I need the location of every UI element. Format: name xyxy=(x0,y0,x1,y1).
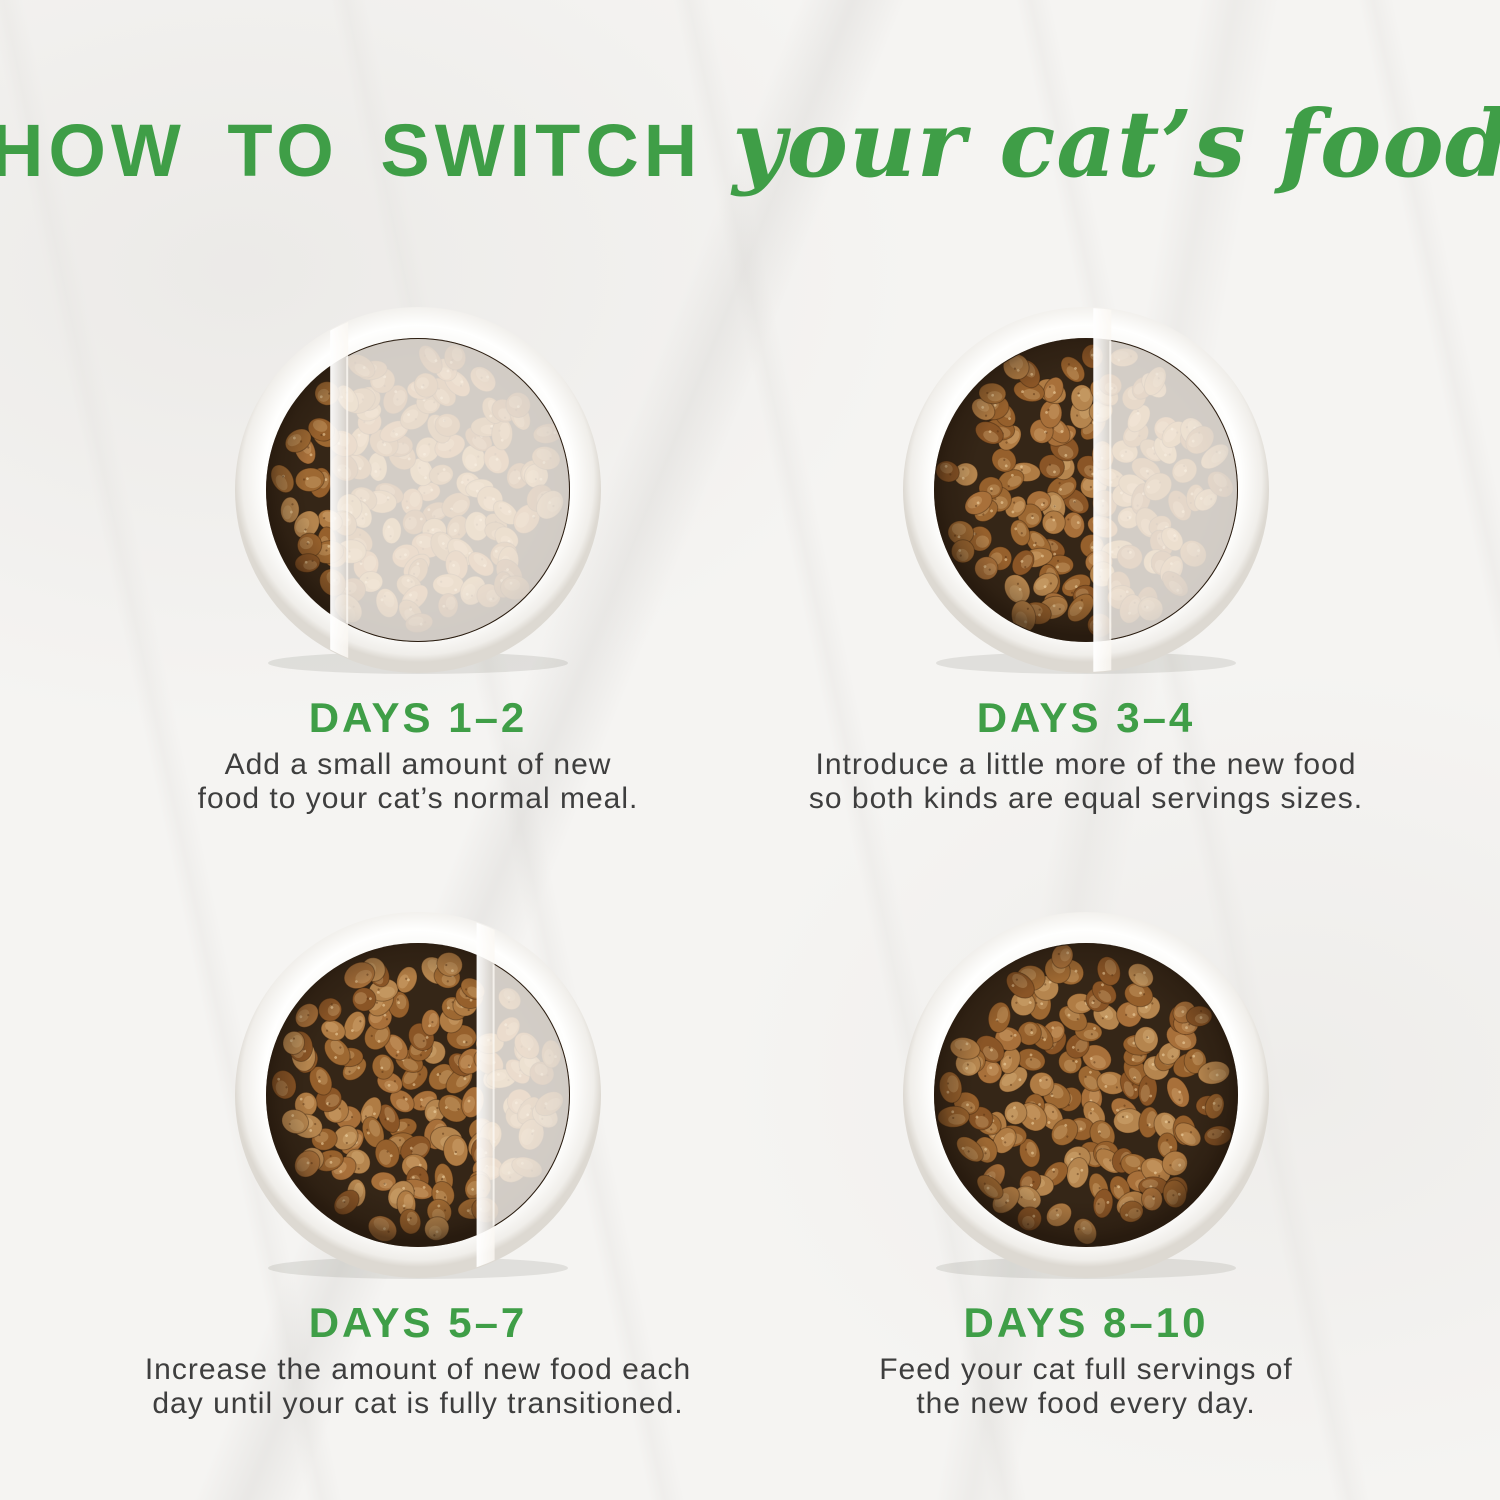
page-title: HOW TO SWITCH your cat’s food xyxy=(0,98,1500,190)
desc-line: Feed your cat full servings of xyxy=(879,1353,1293,1387)
step-card-days-5-7: DAYS 5–7 Increase the amount of new food… xyxy=(78,908,758,1421)
step-heading: DAYS 8–10 xyxy=(963,1299,1209,1346)
desc-line: Introduce a little more of the new food xyxy=(815,748,1357,782)
desc-line: Increase the amount of new food each xyxy=(144,1353,692,1387)
step-heading: DAYS 1–2 xyxy=(308,694,528,741)
step-card-days-3-4: DAYS 3–4 Introduce a little more of the … xyxy=(746,303,1426,816)
desc-line: so both kinds are equal servings sizes. xyxy=(808,782,1364,816)
food-bowl-days-5-7 xyxy=(231,908,605,1282)
step-description: Add a small amount of new food to your c… xyxy=(78,748,758,816)
title-main-text: HOW TO SWITCH xyxy=(0,109,703,192)
title-script-text: your cat’s food xyxy=(732,90,1500,198)
food-bowl-days-8-10 xyxy=(899,908,1273,1282)
step-description: Increase the amount of new food each day… xyxy=(78,1353,758,1421)
desc-line: Add a small amount of new xyxy=(224,748,612,782)
desc-line: day until your cat is fully transitioned… xyxy=(152,1387,684,1421)
desc-line: the new food every day. xyxy=(916,1387,1256,1421)
step-heading: DAYS 5–7 xyxy=(308,1299,528,1346)
step-card-days-8-10: DAYS 8–10 Feed your cat full servings of… xyxy=(746,908,1426,1421)
food-bowl-days-1-2 xyxy=(231,303,605,677)
desc-line: food to your cat’s normal meal. xyxy=(197,782,639,816)
step-description: Feed your cat full servings of the new f… xyxy=(746,1353,1426,1421)
step-description: Introduce a little more of the new food … xyxy=(746,748,1426,816)
food-bowl-days-3-4 xyxy=(899,303,1273,677)
step-heading: DAYS 3–4 xyxy=(976,694,1196,741)
step-card-days-1-2: DAYS 1–2 Add a small amount of new food … xyxy=(78,303,758,816)
